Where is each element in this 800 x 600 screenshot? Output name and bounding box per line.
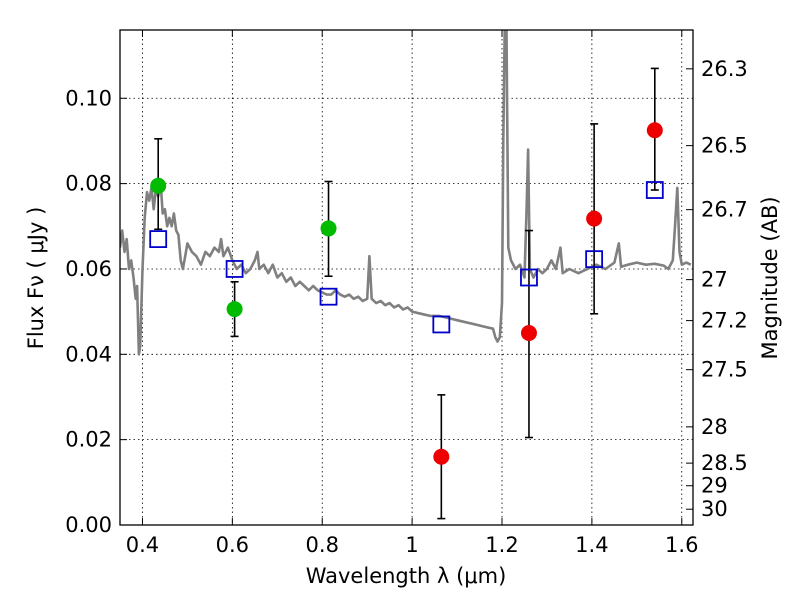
observed-point xyxy=(586,210,603,227)
model-photometry-square xyxy=(432,315,451,334)
mag-tick-label: 26.3 xyxy=(701,57,748,81)
y-axis-label: Flux Fν ( μJy ) xyxy=(24,207,48,350)
x-tick-label: 1 xyxy=(405,533,418,557)
model-photometry-square xyxy=(319,287,338,306)
mag-tick-label: 26.5 xyxy=(701,134,748,158)
markers-layer xyxy=(149,122,664,465)
mag-tick-label: 28.5 xyxy=(701,451,748,475)
x-tick-label: 0.4 xyxy=(126,533,159,557)
y-tick-label: 0.08 xyxy=(65,172,112,196)
grid-lines xyxy=(120,30,693,526)
mag-tick-label: 29 xyxy=(701,474,728,498)
x-tick-label: 0.6 xyxy=(216,533,249,557)
model-photometry-square xyxy=(149,230,168,248)
x-tick-label: 0.8 xyxy=(306,533,339,557)
mag-tick-label: 26.7 xyxy=(701,198,748,222)
mag-tick-label: 27 xyxy=(701,268,728,292)
y-tick-label: 0.10 xyxy=(65,86,112,110)
x-tick-label: 1.4 xyxy=(575,533,608,557)
mag-tick-label: 30 xyxy=(701,497,728,521)
tick-marks-layer xyxy=(120,30,693,526)
x-tick-label: 1.6 xyxy=(665,533,698,557)
observed-point xyxy=(433,448,450,465)
y2-axis-label: Magnitude (AB) xyxy=(758,196,782,359)
y-tick-label: 0.02 xyxy=(65,428,112,452)
mag-tick-label: 28 xyxy=(701,415,728,439)
model-spectrum-layer xyxy=(120,30,692,356)
plot-frame xyxy=(119,29,694,526)
y-tick-label: 0.00 xyxy=(65,513,112,537)
observed-point xyxy=(150,177,167,194)
spectrum-line xyxy=(120,30,692,356)
model-photometry-square xyxy=(645,181,664,199)
x-axis-label: Wavelength λ (μm) xyxy=(306,564,507,588)
tick-labels-layer: 0.4 0.6 0.8 1 1.2 1.4 1.6 0.00 0.02 0.04 0.06 0.08 0… xyxy=(65,57,748,557)
model-photometry-square xyxy=(585,250,604,269)
x-tick-label: 1.2 xyxy=(485,533,518,557)
mag-tick-label: 27.2 xyxy=(701,309,748,333)
error-bars-layer xyxy=(154,67,659,520)
model-photometry-square xyxy=(225,260,244,278)
mag-tick-label: 27.5 xyxy=(701,358,748,382)
observed-point xyxy=(646,122,663,139)
y-tick-label: 0.06 xyxy=(65,257,112,281)
model-photometry-square xyxy=(520,268,538,287)
y-tick-label: 0.04 xyxy=(65,342,112,366)
observed-point xyxy=(320,220,337,237)
observed-point xyxy=(520,324,537,341)
observed-point xyxy=(226,301,243,318)
